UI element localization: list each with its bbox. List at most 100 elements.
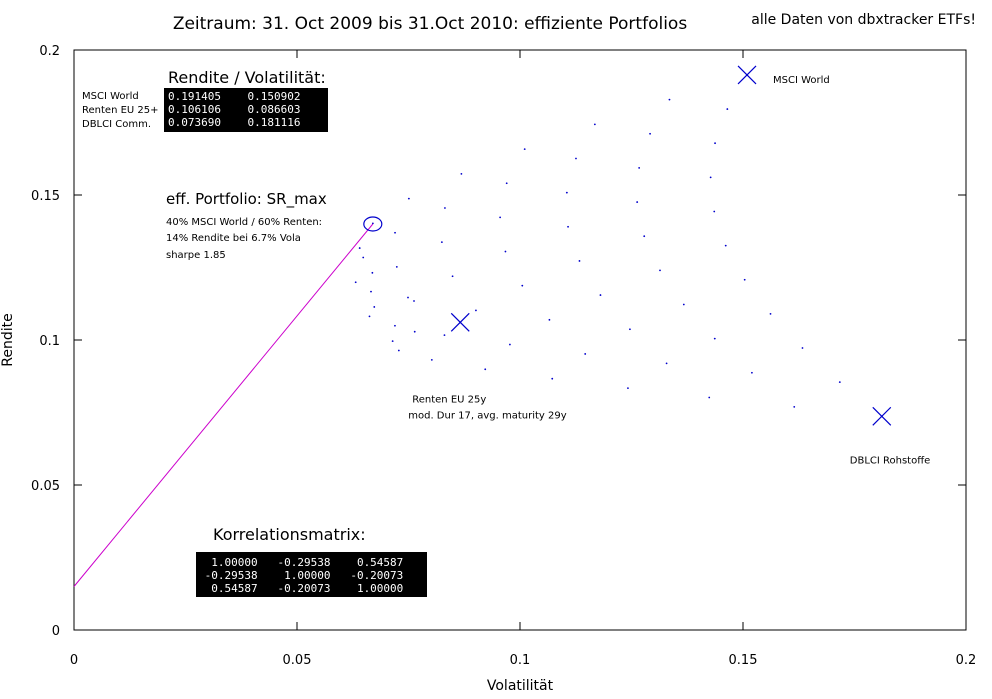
portfolio-point <box>370 290 372 293</box>
portfolio-point <box>575 157 577 160</box>
asset-marker <box>450 312 470 332</box>
portfolio-point <box>627 387 629 389</box>
asset-marker <box>737 65 757 85</box>
portfolio-point <box>440 241 443 244</box>
stats-name-0: MSCI World <box>82 91 139 102</box>
portfolio-cloud <box>354 74 883 418</box>
portfolio-point <box>368 315 371 318</box>
portfolio-point <box>407 197 410 200</box>
portfolio-point <box>358 247 361 249</box>
chart-title: Zeitraum: 31. Oct 2009 bis 31.Oct 2010: … <box>173 14 688 34</box>
stats-row-2: 0.073690 0.181116 <box>168 116 300 129</box>
portfolio-point <box>838 381 841 384</box>
asset-markers: MSCI World Renten EU 25y mod. Dur 17, avg.… <box>408 65 931 466</box>
eff-portfolio-line-2: sharpe 1.85 <box>166 250 226 261</box>
y-tick-label: 0.15 <box>31 189 60 204</box>
portfolio-point <box>643 235 646 238</box>
portfolio-point <box>504 250 507 253</box>
portfolio-point <box>371 271 374 274</box>
asset-label: DBLCI Rohstoffe <box>850 455 931 466</box>
portfolio-point <box>801 347 804 349</box>
portfolio-point <box>565 191 568 194</box>
portfolio-point <box>475 309 477 312</box>
portfolio-point <box>709 176 712 179</box>
correlation-box <box>196 552 427 597</box>
y-axis-label: Rendite <box>0 313 16 366</box>
portfolio-point <box>743 278 746 281</box>
plot-area-frame <box>73 49 967 631</box>
portfolio-point <box>508 343 511 346</box>
y-tick-label: 0.2 <box>39 44 60 59</box>
correlation-heading: Korrelationsmatrix: <box>213 525 366 544</box>
portfolio-point <box>724 244 727 247</box>
stats-row-1: 0.106106 0.086603 <box>168 103 300 116</box>
portfolio-point <box>484 368 487 371</box>
portfolio-point <box>430 358 433 361</box>
x-tick-label: 0.05 <box>283 653 312 668</box>
eff-portfolio-heading: eff. Portfolio: SR_max <box>166 190 327 209</box>
x-tick-label: 0.2 <box>956 653 977 668</box>
x-tick-label: 0 <box>70 653 78 668</box>
portfolio-point <box>499 216 502 219</box>
portfolio-point <box>451 275 454 278</box>
portfolio-point <box>413 300 415 302</box>
portfolio-point <box>793 405 796 408</box>
portfolio-point <box>638 167 641 169</box>
portfolio-point <box>397 349 400 352</box>
portfolio-point <box>395 265 398 268</box>
y-tick-label: 0.05 <box>31 479 60 494</box>
portfolio-point <box>373 306 376 308</box>
portfolio-point <box>713 337 716 340</box>
portfolio-point <box>444 207 446 209</box>
portfolio-point <box>413 330 416 333</box>
stats-box <box>164 88 328 132</box>
portfolio-point <box>460 172 463 175</box>
correlation-row-1: -0.29538 1.00000 -0.20073 <box>198 569 403 582</box>
portfolio-point <box>523 148 526 151</box>
asset-sublabel: mod. Dur 17, avg. maturity 29y <box>408 410 566 421</box>
capital-market-line <box>73 223 374 587</box>
portfolio-point <box>407 296 409 299</box>
stats-name-2: DBLCI Comm. <box>82 119 151 130</box>
max-sharpe-marker <box>363 216 383 232</box>
portfolio-point <box>636 201 639 203</box>
portfolio-point <box>521 284 524 287</box>
portfolio-point <box>443 334 446 337</box>
portfolio-point <box>659 269 661 272</box>
portfolio-point <box>714 142 716 145</box>
portfolio-point <box>578 260 581 262</box>
portfolio-point <box>751 371 753 374</box>
portfolio-point <box>665 362 668 365</box>
asset-marker <box>872 406 892 426</box>
portfolio-point <box>505 182 508 185</box>
axis-ticks: 0 0.05 0.1 0.15 0.2 0 0.05 0.1 0.15 0.2 <box>31 44 976 668</box>
portfolio-point <box>551 377 554 380</box>
stats-name-1: Renten EU 25+ <box>82 105 159 116</box>
portfolio-point <box>599 294 602 296</box>
eff-portfolio-line-0: 40% MSCI World / 60% Renten: <box>166 217 322 228</box>
stats-heading: Rendite / Volatilität: <box>168 68 326 87</box>
portfolio-point <box>649 132 651 135</box>
correlation-row-0: 1.00000 -0.29538 0.54587 <box>198 556 403 569</box>
eff-portfolio-line-1: 14% Rendite bei 6.7% Vola <box>166 233 301 244</box>
portfolio-point <box>769 312 772 315</box>
portfolio-point <box>713 210 716 213</box>
portfolio-point <box>726 108 729 110</box>
asset-label: Renten EU 25y <box>412 394 486 405</box>
portfolio-point <box>354 281 357 284</box>
correlation-row-2: 0.54587 -0.20073 1.00000 <box>198 582 403 595</box>
portfolio-point <box>362 256 365 259</box>
portfolio-point <box>593 123 596 126</box>
portfolio-point <box>708 396 711 399</box>
portfolio-point <box>391 340 394 342</box>
y-tick-label: 0 <box>52 624 60 639</box>
portfolio-point <box>668 98 671 101</box>
y-tick-label: 0.1 <box>39 334 60 349</box>
source-note: alle Daten von dbxtracker ETFs! <box>751 12 976 28</box>
x-axis-label: Volatilität <box>487 678 554 694</box>
x-tick-label: 0.1 <box>510 653 531 668</box>
portfolio-point <box>548 318 551 321</box>
portfolio-point <box>394 231 396 234</box>
portfolio-point <box>394 324 396 327</box>
